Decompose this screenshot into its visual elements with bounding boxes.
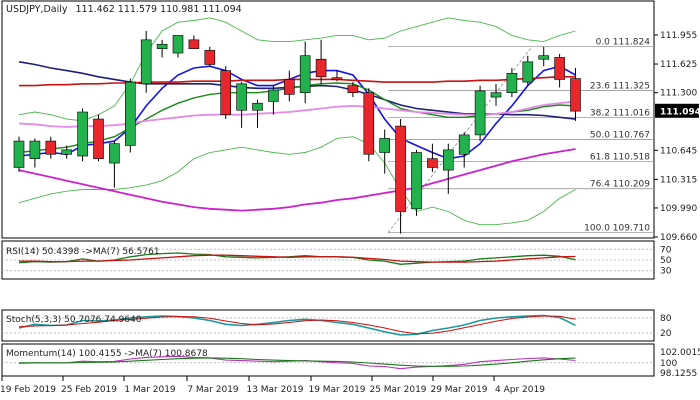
rsi-tick-label: 30 [660,267,672,277]
bull-candle [458,134,470,155]
current-price-label: 111.094 [660,107,700,117]
date-label: 29 Mar 2019 [430,385,487,395]
bear-candle [315,58,327,78]
stoch-label: Stoch(5,3,3) 50.7076 74.9640 [6,315,142,325]
bear-candle [363,92,375,155]
bear-candle [395,125,406,212]
bull-candle [411,152,422,210]
bear-candle [427,158,438,168]
fib-label: 76.4 110.209 [590,180,650,190]
rsi-ma-line [19,254,576,263]
bear-candle [283,79,295,95]
fib-label: 61.8 110.518 [590,152,650,162]
bear-candle [45,140,57,155]
red-ma-line [19,76,576,87]
date-label: 19 Mar 2019 [308,385,365,395]
momentum-tick-label: 100 [660,359,677,369]
stoch-layer: 80 20 [2,314,672,339]
bull-candle [252,102,263,111]
bear-candle [188,39,200,49]
price-tick-label: 111.955 [660,31,697,41]
bull-candle [29,140,41,159]
fib-label: 38.2 111.016 [590,109,650,119]
rsi-label: RSI(14) 50.4398 ->MA(7) 56.5761 [6,247,160,257]
date-label: 7 Mar 2019 [187,385,239,395]
fib-label: 50.0 110.767 [590,131,650,141]
bull-candle [109,143,120,164]
current-price-box [655,103,699,118]
bull-candle [236,83,247,111]
candle-layer [13,31,581,234]
momentum-tick-label: 98.1255 [660,369,697,379]
rsi-tick-label: 70 [660,245,672,255]
blue-ma-line [18,65,576,160]
bear-candle [570,78,581,112]
bull-candle [61,149,73,155]
bull-candle [268,89,279,102]
bear-candle [554,57,565,80]
stoch-d-line [18,315,576,335]
price-tick-label: 110.645 [660,146,697,156]
bear-candle [331,77,343,80]
bull-candle [156,43,168,49]
price-tick-label: 111.625 [660,60,697,70]
bull-candle [538,55,550,60]
date-label: 4 Apr 2019 [495,385,545,395]
magenta-ma-line [18,148,576,212]
price-tick-label: 109.990 [660,204,697,214]
bollinger-layer [18,17,576,226]
bull-candle [172,35,184,54]
stoch-tick-label: 20 [660,329,672,339]
stoch-tick-label: 80 [660,314,672,324]
date-label: 25 Mar 2019 [369,385,426,395]
bear-candle [347,85,359,93]
date-label: 25 Feb 2019 [61,385,117,395]
date-axis: 19 Feb 2019 25 Feb 2019 1 Mar 2019 7 Mar 20… [0,376,545,395]
momentum-ma-line [19,357,576,367]
bull-candle [13,140,25,168]
symbol-label: USDJPY,Daily 111.462 111.579 110.981 111.… [6,4,242,15]
bull-candle [474,90,486,136]
date-label: 1 Mar 2019 [124,385,176,395]
bull-candle [379,138,391,153]
bull-candle [125,81,136,146]
bull-candle [77,111,88,157]
momentum-label: Momentum(14) 100.4155 ->MA(7) 100.8678 [6,349,208,359]
bull-candle [140,39,152,85]
stoch-k-line [18,314,576,336]
bull-candle [299,55,311,93]
bear-candle [204,50,216,65]
bear-candle [220,70,231,115]
fib-label: 100.0 109.710 [584,224,650,234]
price-axis: 111.955 111.625 111.300 110.645 110.315 109.9… [654,31,700,243]
rsi-tick-label: 50 [660,256,672,266]
fib-label: 0.0 111.824 [596,38,651,48]
bollinger-line [18,136,576,226]
price-tick-label: 111.300 [660,89,697,99]
date-label: 13 Mar 2019 [246,385,303,395]
price-tick-label: 109.660 [660,233,697,243]
bear-candle [93,118,104,159]
bollinger-line [18,17,576,122]
momentum-tick-label: 102.0015 [660,348,700,358]
bull-candle [490,92,502,98]
date-label: 19 Feb 2019 [0,385,56,395]
fib-label: 23.6 111.325 [590,81,650,91]
bull-candle [442,149,454,171]
price-tick-label: 110.315 [660,175,697,185]
bull-candle [522,61,534,83]
bull-candle [506,72,518,93]
